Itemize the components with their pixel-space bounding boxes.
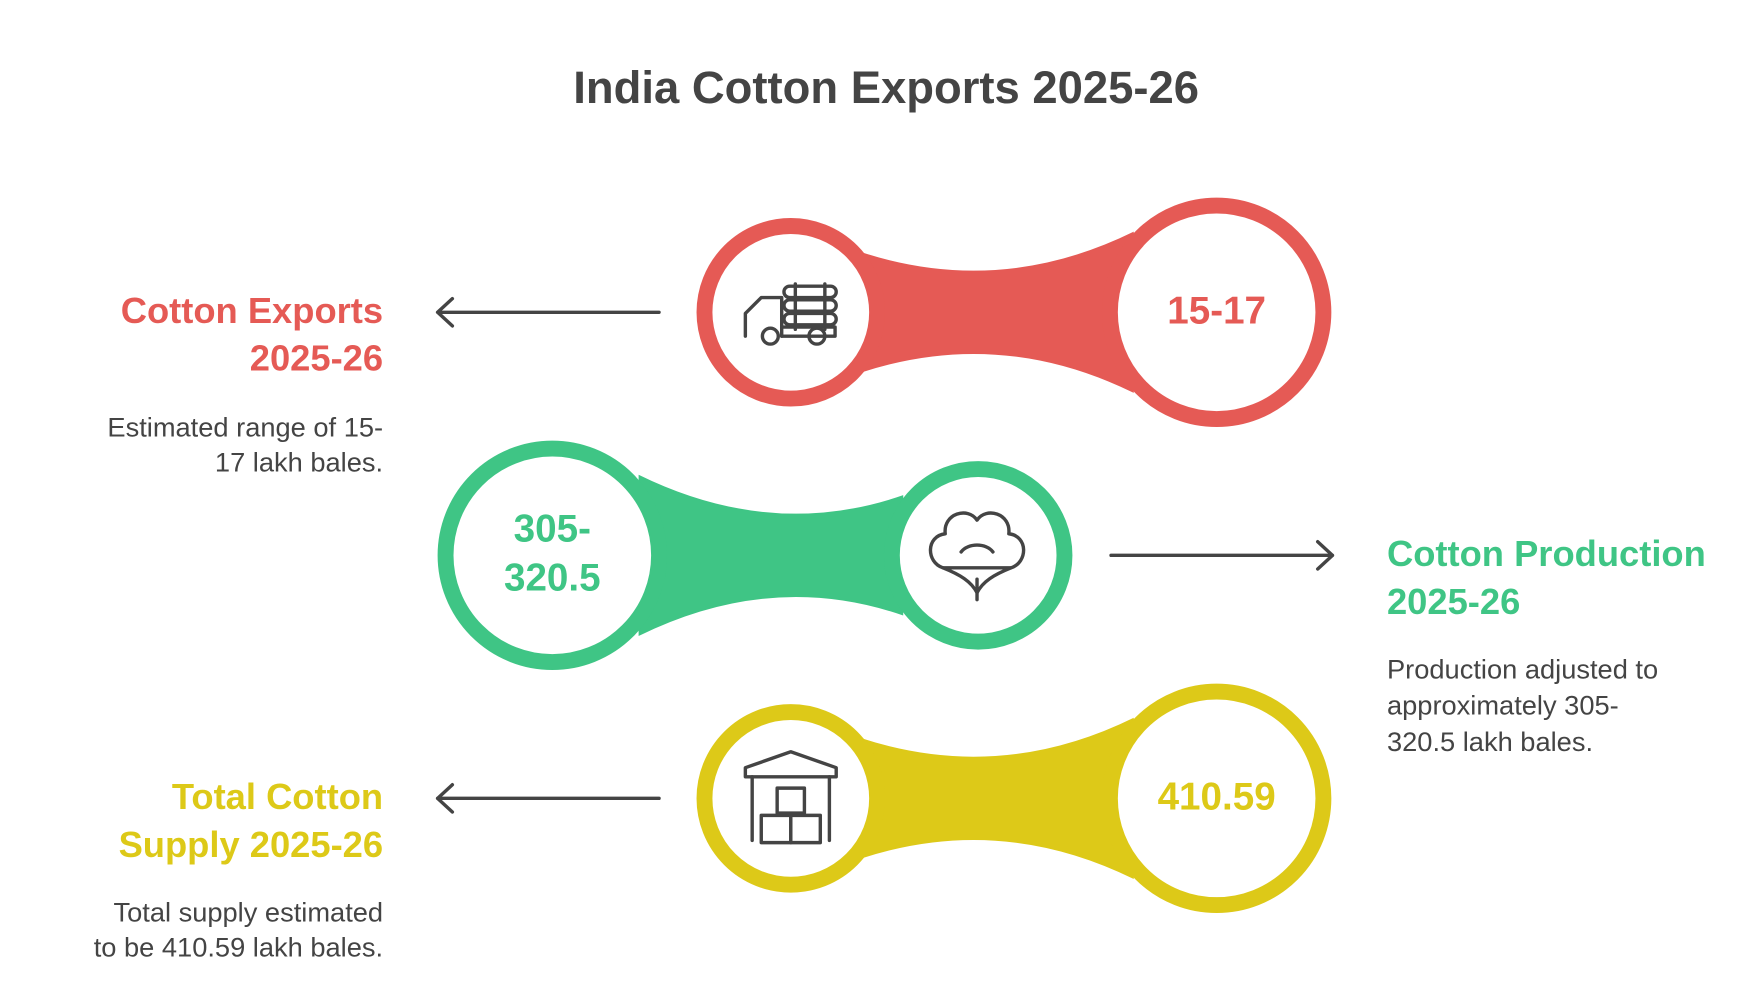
heading: 2025-26: [250, 338, 383, 379]
heading: Cotton Exports: [121, 290, 383, 331]
heading: Total Cotton: [172, 776, 383, 817]
value-circle: [1101, 197, 1332, 427]
cotton-icon: [928, 511, 1026, 602]
value-circle: [437, 440, 668, 671]
truck-icon: [743, 282, 838, 346]
description: 17 lakh bales.: [215, 447, 383, 478]
description: Production adjusted to: [1387, 653, 1658, 684]
arrow: [435, 296, 661, 328]
icon-circle: [883, 461, 1073, 650]
description: 320.5 lakh bales.: [1387, 726, 1593, 757]
production-group: 305- 320.5 Cotton Production 2025-26 Pro…: [437, 440, 1706, 757]
icon-circle: [696, 704, 886, 893]
heading: 2025-26: [1387, 581, 1520, 622]
heading: Cotton Production: [1387, 533, 1706, 574]
exports-group: 15-17 Cotton Exports 2025-26 Estimated r…: [107, 197, 1332, 478]
connector: [638, 474, 904, 636]
value: 320.5: [504, 557, 601, 600]
description: to be 410.59 lakh bales.: [94, 932, 383, 963]
warehouse-icon: [743, 750, 838, 845]
value-circle: [1101, 683, 1332, 914]
connector: [861, 231, 1134, 393]
heading: Supply 2025-26: [119, 824, 384, 865]
value: 305-: [514, 508, 591, 551]
value: 15-17: [1167, 290, 1266, 333]
arrow: [1109, 539, 1335, 571]
description: Estimated range of 15-: [107, 411, 383, 442]
description: approximately 305-: [1387, 690, 1619, 721]
value: 410.59: [1158, 776, 1276, 819]
description: Total supply estimated: [113, 896, 383, 927]
arrow: [435, 783, 661, 814]
title: India Cotton Exports 2025-26: [573, 62, 1199, 113]
supply-group: 410.59 Total Cotton Supply 2025-26 Total…: [94, 683, 1332, 963]
connector: [861, 717, 1134, 879]
